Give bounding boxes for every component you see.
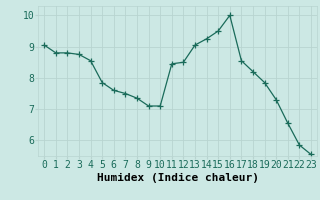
X-axis label: Humidex (Indice chaleur): Humidex (Indice chaleur) bbox=[97, 173, 259, 183]
